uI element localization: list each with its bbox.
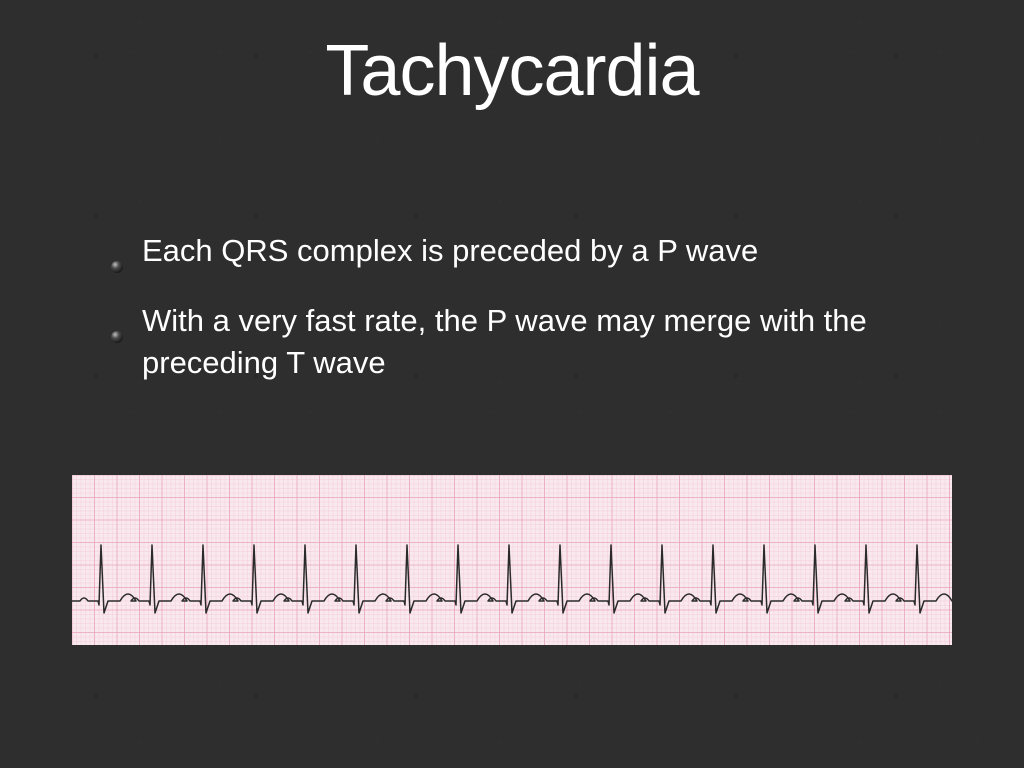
list-item: Each QRS complex is preceded by a P wave xyxy=(110,230,954,272)
slide: Tachycardia Each QRS complex is preceded… xyxy=(0,0,1024,768)
bullet-icon xyxy=(110,313,124,327)
bullet-text: With a very fast rate, the P wave may me… xyxy=(142,300,954,384)
ecg-chart xyxy=(72,475,952,645)
bullet-list: Each QRS complex is preceded by a P wave… xyxy=(110,230,954,412)
bullet-icon xyxy=(110,243,124,257)
slide-title: Tachycardia xyxy=(0,30,1024,112)
list-item: With a very fast rate, the P wave may me… xyxy=(110,300,954,384)
ecg-strip xyxy=(72,475,952,645)
bullet-text: Each QRS complex is preceded by a P wave xyxy=(142,230,954,272)
